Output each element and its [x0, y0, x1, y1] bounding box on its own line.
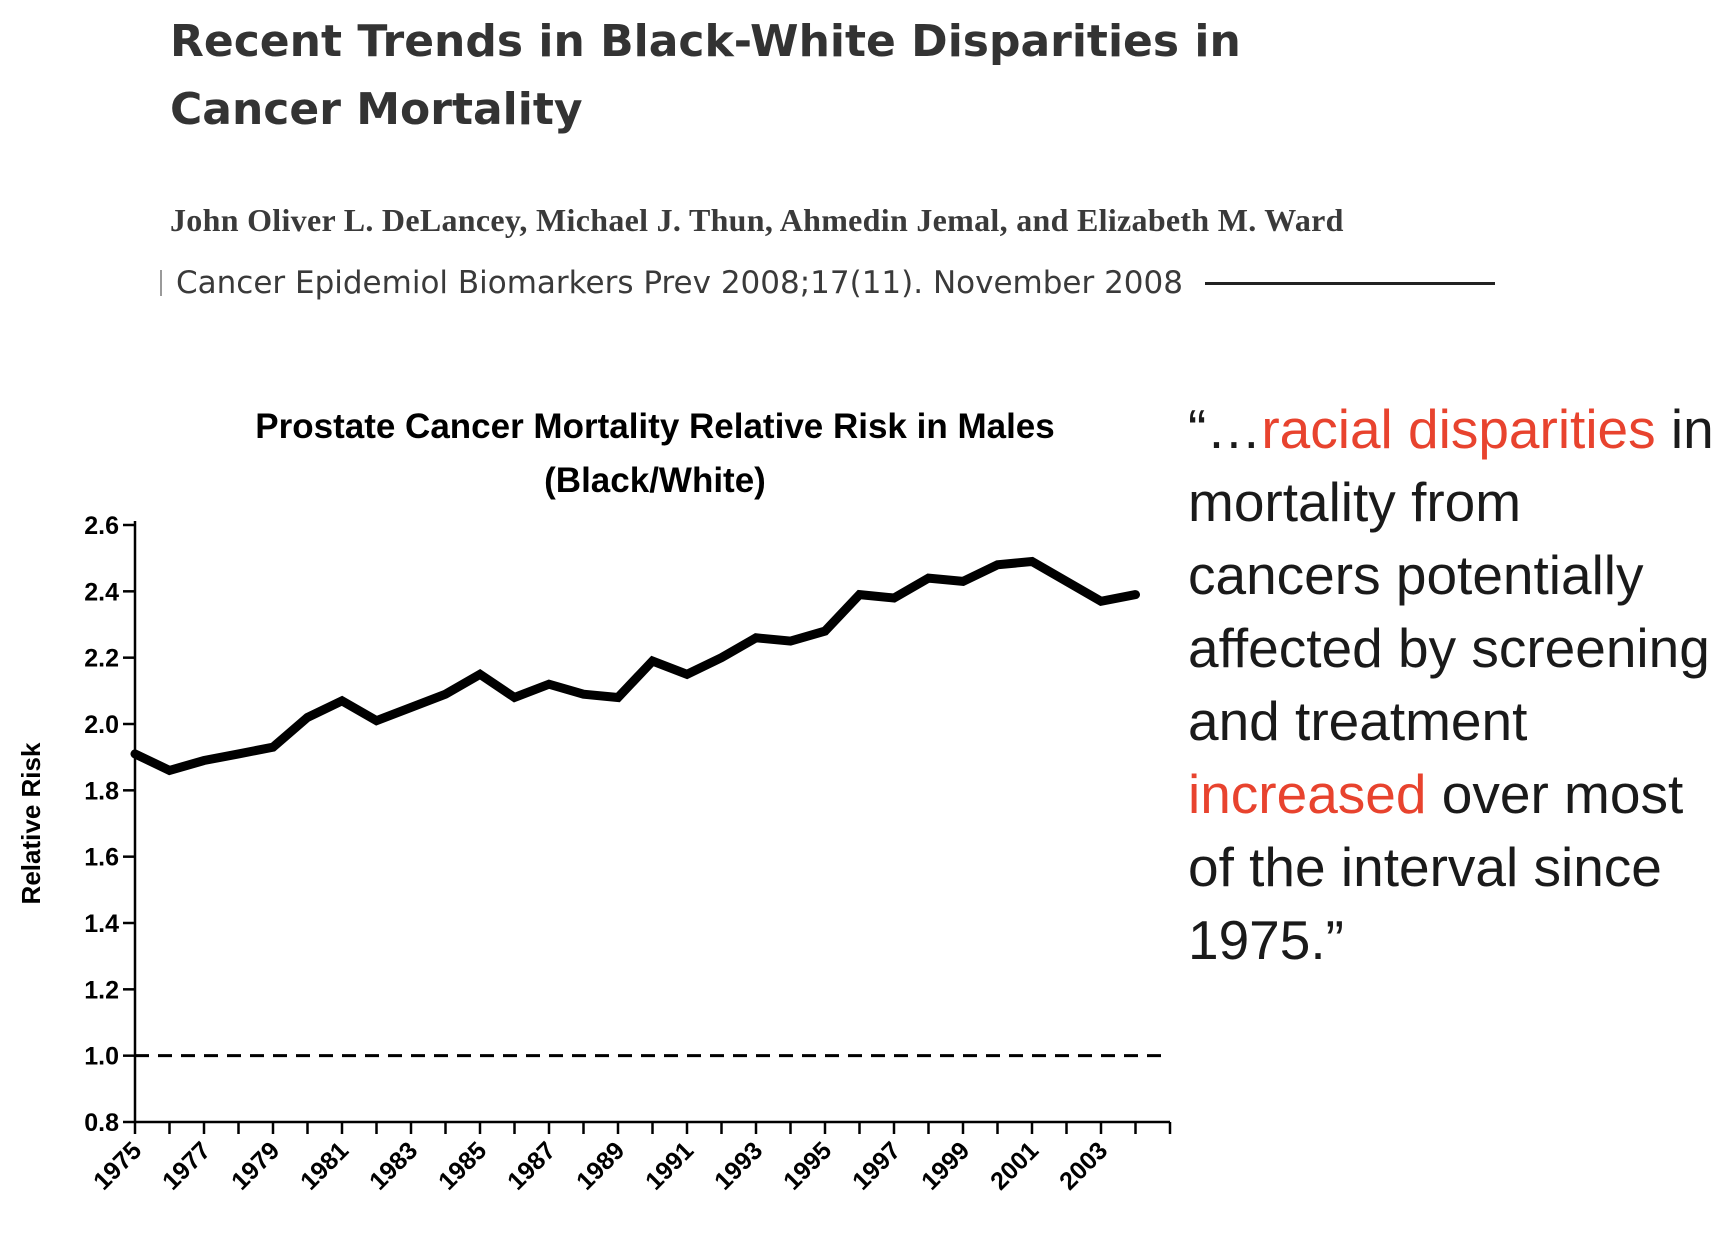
- y-tick-label: 2.0: [84, 711, 119, 739]
- data-point: [234, 749, 243, 758]
- quote-part-1: “…: [1188, 398, 1262, 460]
- data-point: [269, 743, 277, 752]
- data-point: [200, 756, 208, 765]
- y-tick-label: 1.2: [84, 976, 119, 1004]
- x-tick-label: 2001: [985, 1136, 1044, 1195]
- x-tick-label: 1987: [502, 1136, 561, 1195]
- data-point: [545, 680, 553, 689]
- quote-part-2: in mortality from cancers potentially af…: [1188, 398, 1714, 752]
- data-point: [579, 690, 588, 699]
- x-tick-label: 1977: [157, 1136, 216, 1195]
- series-group: [130, 556, 1140, 776]
- quote-part-3: over most of the interval since 1975.”: [1188, 763, 1684, 971]
- paper-citation: Cancer Epidemiol Biomarkers Prev 2008;17…: [160, 258, 1495, 308]
- data-point: [476, 670, 484, 679]
- y-tick-label: 0.8: [84, 1109, 119, 1137]
- x-tick-label: 1993: [709, 1136, 768, 1195]
- data-point: [821, 627, 829, 636]
- data-point: [959, 577, 967, 586]
- data-point: [131, 749, 139, 758]
- y-tick-label: 1.0: [84, 1043, 119, 1071]
- y-tick-label: 2.6: [84, 512, 119, 540]
- data-point: [890, 593, 898, 602]
- data-point: [1131, 590, 1140, 599]
- x-tick-label: 1981: [295, 1136, 354, 1195]
- y-tick-label: 2.2: [84, 645, 119, 673]
- x-tick-label: 1997: [847, 1136, 906, 1195]
- x-tick-label: 1983: [364, 1136, 423, 1195]
- y-tick-label: 1.4: [84, 910, 119, 938]
- data-point: [786, 637, 795, 646]
- quote-text: “…racial disparities in mortality from c…: [1188, 393, 1728, 977]
- data-point: [1097, 597, 1105, 606]
- y-tick-label: 2.4: [84, 578, 119, 606]
- x-tick-label: 1999: [916, 1136, 975, 1195]
- x-tick-label: 1979: [226, 1136, 285, 1195]
- x-tick-label: 1989: [571, 1136, 630, 1195]
- quote-highlight-racial-disparities: racial disparities: [1261, 398, 1656, 460]
- x-tick-label: 1975: [88, 1136, 147, 1195]
- x-tick-label: 2003: [1054, 1136, 1113, 1195]
- data-point: [510, 693, 519, 702]
- series-line: [130, 556, 1140, 776]
- x-tick-label: 1995: [778, 1136, 837, 1195]
- data-point: [648, 656, 657, 665]
- data-point: [717, 653, 726, 662]
- data-point: [338, 696, 346, 705]
- data-point: [441, 690, 450, 699]
- data-point: [683, 670, 691, 679]
- x-tick-label: 1991: [640, 1136, 699, 1195]
- y-axis-label: Relative Risk: [16, 742, 46, 904]
- citation-text: Cancer Epidemiol Biomarkers Prev 2008;17…: [176, 265, 1183, 301]
- data-point: [1028, 557, 1036, 566]
- data-point: [855, 590, 864, 599]
- y-tick-label: 1.6: [84, 844, 119, 872]
- data-point: [614, 693, 622, 702]
- data-point: [165, 766, 174, 775]
- data-point: [303, 713, 312, 722]
- data-point: [407, 703, 415, 712]
- chart-title: Prostate Cancer Mortality Relative Risk …: [255, 407, 1055, 500]
- y-tick-label: 1.8: [84, 777, 119, 805]
- paper-authors: John Oliver L. DeLancey, Michael J. Thun…: [170, 202, 1344, 238]
- data-point: [1062, 577, 1071, 586]
- x-tick-label: 1985: [433, 1136, 492, 1195]
- chart-axes: [123, 521, 1172, 1134]
- data-point: [993, 560, 1002, 569]
- paper-title: Recent Trends in Black-White Disparities…: [170, 16, 1241, 135]
- data-point: [752, 633, 760, 642]
- quote-highlight-increased: increased: [1188, 763, 1427, 825]
- citation-rule: [1204, 281, 1495, 285]
- data-point: [372, 716, 381, 725]
- citation-marker: [160, 270, 162, 296]
- data-point: [924, 574, 933, 583]
